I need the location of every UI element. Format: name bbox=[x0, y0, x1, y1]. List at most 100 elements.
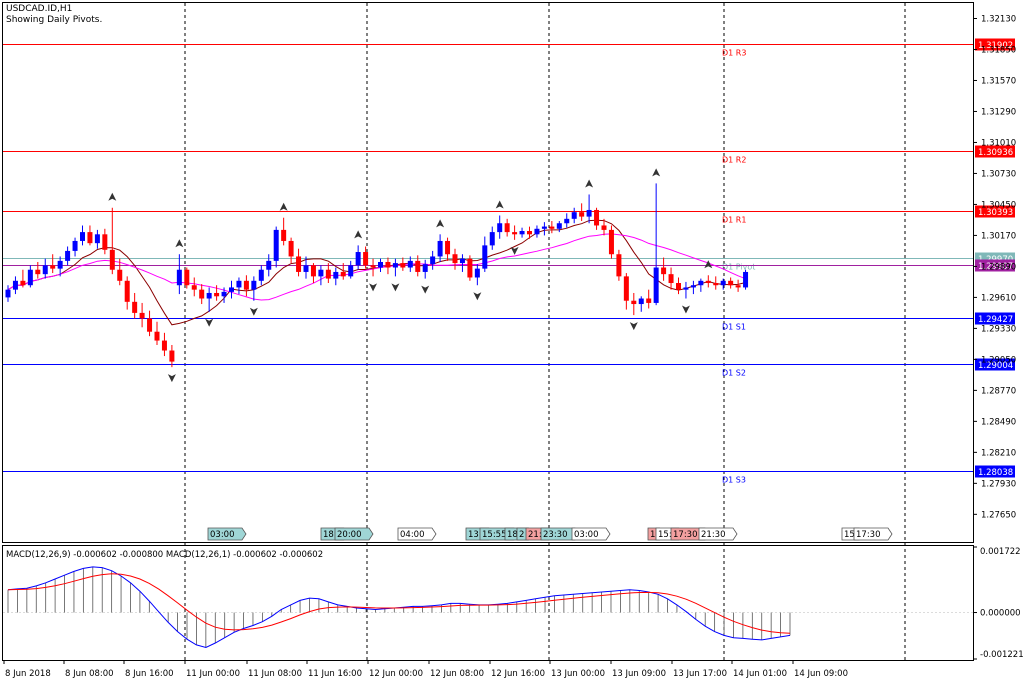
candle bbox=[541, 222, 547, 236]
candle-body bbox=[102, 234, 108, 250]
event-label-text: 18: bbox=[323, 530, 337, 540]
fractal-down-arrow bbox=[167, 374, 176, 383]
candle bbox=[184, 267, 190, 289]
candle bbox=[363, 246, 369, 269]
event-label[interactable]: 03:00 bbox=[207, 527, 247, 541]
candle bbox=[35, 261, 41, 279]
fractal-down-arrow bbox=[391, 283, 400, 292]
candle bbox=[579, 203, 585, 222]
candle-body bbox=[251, 280, 257, 290]
candle bbox=[668, 267, 674, 290]
event-label[interactable]: 20:00 bbox=[334, 527, 374, 541]
pivot-price-label: 1.29004 bbox=[978, 361, 1013, 371]
candle bbox=[437, 234, 443, 262]
event-label-text: 2 bbox=[519, 530, 524, 540]
candle-body bbox=[392, 263, 398, 268]
candle bbox=[325, 263, 331, 284]
candle bbox=[281, 217, 287, 246]
candle bbox=[5, 285, 11, 302]
moving-averages bbox=[7, 219, 746, 326]
time-tick-label: 13 Jun 00:00 bbox=[551, 669, 605, 679]
candle bbox=[586, 194, 592, 224]
price-tick-label: 1.29330 bbox=[981, 324, 1016, 334]
candle-body bbox=[720, 280, 726, 286]
candle bbox=[728, 277, 734, 289]
pivot-price-tag bbox=[975, 145, 1015, 158]
event-label-box bbox=[571, 527, 611, 541]
candle-body bbox=[94, 234, 100, 244]
candlestick-series bbox=[5, 183, 749, 368]
candle bbox=[422, 259, 428, 279]
macd-tick-label: -0.001221 bbox=[980, 650, 1024, 660]
candle bbox=[527, 226, 532, 239]
event-label[interactable]: 21:30 bbox=[698, 527, 738, 541]
event-labels[interactable]: 03:00 18: 20:00 04:00 13: 15:55 18:2 21: 23:30 03… bbox=[207, 527, 893, 541]
candle-body bbox=[72, 240, 78, 251]
event-label[interactable]: 03:00 bbox=[571, 527, 611, 541]
pivot-price-label: 1.29427 bbox=[978, 315, 1013, 325]
candle-body bbox=[653, 267, 659, 303]
candle bbox=[154, 321, 160, 345]
candle-body bbox=[147, 318, 153, 332]
candle-body bbox=[527, 230, 532, 235]
candle-body bbox=[579, 212, 585, 217]
candle bbox=[20, 269, 26, 288]
candle-body bbox=[452, 254, 458, 264]
event-label-text: 20:00 bbox=[337, 530, 362, 540]
event-label-text: 21:30 bbox=[701, 530, 726, 540]
candle-body bbox=[735, 285, 741, 288]
event-label[interactable]: 04:00 bbox=[397, 527, 437, 541]
candle-body bbox=[459, 258, 465, 264]
price-tick-label: 1.28210 bbox=[981, 448, 1016, 458]
candle bbox=[616, 249, 622, 281]
pivot-name: D1 R3 bbox=[722, 49, 746, 58]
candle-body bbox=[482, 245, 488, 269]
candle bbox=[564, 213, 570, 228]
candle bbox=[430, 250, 436, 270]
event-label-text: 17:30 bbox=[856, 530, 881, 540]
pivot-price-tag bbox=[975, 259, 1015, 272]
candle bbox=[489, 226, 495, 250]
candle-body bbox=[571, 212, 577, 219]
candle-body bbox=[534, 228, 540, 235]
time-tick-label: 14 Jun 09:00 bbox=[794, 669, 848, 679]
candle bbox=[385, 257, 391, 275]
candle-body bbox=[35, 269, 41, 275]
candle bbox=[638, 296, 644, 312]
candle-body bbox=[743, 271, 749, 288]
pivot-name: D1 S1 bbox=[722, 323, 746, 332]
candle bbox=[519, 227, 525, 238]
candle bbox=[266, 254, 272, 277]
candle-body bbox=[288, 240, 294, 257]
slow-ma-line bbox=[7, 233, 746, 301]
candle-body bbox=[80, 232, 85, 241]
candle bbox=[601, 218, 607, 236]
pivot-name: D1 R1 bbox=[722, 216, 746, 225]
indicator-subtitle: Showing Daily Pivots. bbox=[6, 15, 103, 25]
time-tick-label: 8 Jun 2018 bbox=[5, 669, 51, 679]
candle bbox=[102, 228, 108, 255]
candle-body bbox=[50, 265, 56, 269]
pivot-name: D1 Pivot bbox=[722, 263, 755, 272]
candle bbox=[117, 258, 123, 286]
candle-body bbox=[437, 240, 443, 257]
price-axis: 1.319021.309361.303931.299701.299071.294… bbox=[973, 14, 1016, 520]
candle bbox=[690, 280, 696, 295]
candle-body bbox=[243, 280, 249, 290]
candle bbox=[258, 265, 264, 286]
candle-body bbox=[661, 267, 667, 275]
macd-tick-label: 0.001722 bbox=[980, 547, 1021, 557]
chart-header: USDCAD.ID,H1 Showing Daily Pivots. bbox=[6, 4, 102, 26]
fractal-up-arrow bbox=[108, 192, 117, 201]
event-label[interactable]: 17:30 bbox=[853, 527, 893, 541]
candle-body bbox=[124, 280, 130, 302]
candle bbox=[415, 255, 421, 277]
candle bbox=[318, 265, 324, 286]
fractal-down-arrow bbox=[205, 318, 214, 327]
time-tick-label: 8 Jun 16:00 bbox=[125, 669, 174, 679]
candle-body bbox=[348, 265, 354, 277]
candle bbox=[236, 277, 242, 295]
fractal-up-arrow bbox=[354, 230, 363, 239]
candle-body bbox=[154, 331, 160, 341]
